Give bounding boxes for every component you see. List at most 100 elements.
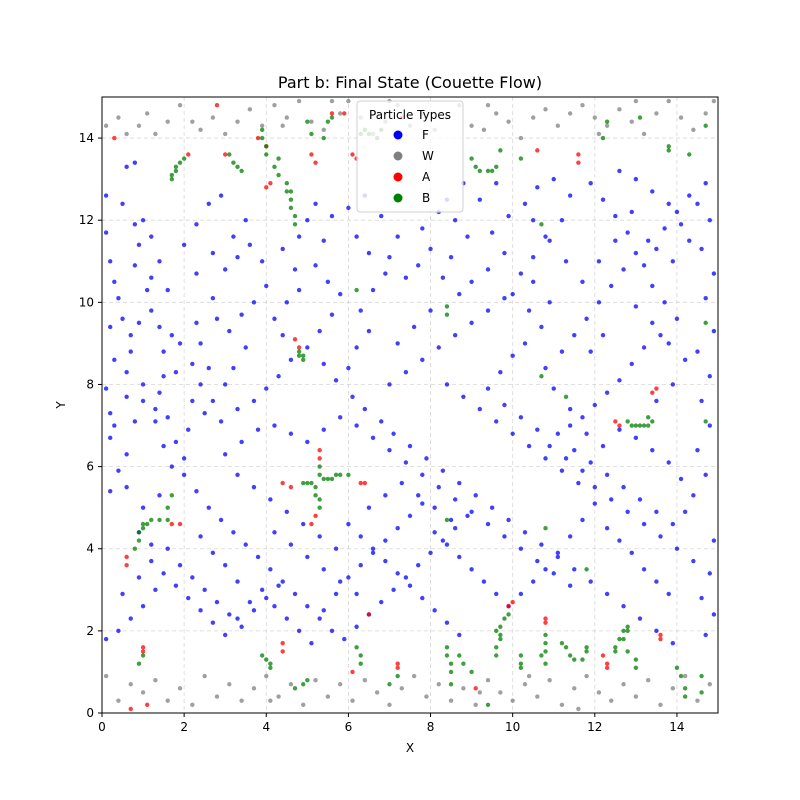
data-point-f (231, 530, 236, 535)
data-point-f (452, 497, 458, 502)
data-point-w (424, 694, 429, 699)
data-point-w (103, 123, 109, 128)
data-point-f (177, 341, 183, 346)
data-point-b (292, 222, 298, 227)
data-point-w (678, 115, 684, 120)
data-point-b (301, 357, 306, 363)
data-point-f (416, 493, 421, 498)
data-point-b (296, 349, 302, 354)
data-point-f (268, 497, 273, 502)
data-point-w (411, 673, 417, 679)
data-point-f (547, 443, 552, 449)
data-point-b (678, 673, 684, 679)
data-point-w (535, 694, 540, 699)
data-point-b (641, 423, 647, 428)
data-point-f (272, 316, 277, 321)
data-point-f (321, 608, 326, 613)
data-point-f (358, 308, 363, 313)
data-point-f (526, 443, 532, 449)
data-point-f (366, 505, 372, 510)
data-point-w (165, 119, 170, 124)
data-point-a (543, 620, 548, 625)
data-point-f (206, 201, 211, 206)
data-point-f (637, 497, 643, 502)
data-point-f (477, 406, 483, 412)
data-point-w (116, 115, 121, 120)
data-point-f (321, 361, 326, 367)
data-point-f (489, 505, 495, 510)
x-tick-label: 14 (669, 720, 684, 734)
data-point-f (699, 595, 704, 601)
data-point-f (108, 324, 113, 330)
data-point-f (149, 308, 154, 313)
data-point-a (124, 562, 129, 568)
data-point-b (144, 521, 150, 527)
data-point-b (305, 677, 310, 683)
legend-marker-f (393, 130, 403, 140)
data-point-f (379, 213, 384, 219)
data-point-f (227, 612, 232, 617)
data-point-f (469, 509, 474, 514)
data-point-f (259, 259, 265, 264)
data-point-f (641, 345, 647, 350)
data-point-b (625, 649, 630, 654)
data-point-f (518, 271, 524, 276)
data-point-a (600, 653, 606, 658)
data-point-b (559, 640, 565, 646)
data-point-f (165, 415, 170, 420)
x-tick-label: 8 (427, 720, 435, 734)
data-point-f (502, 402, 507, 408)
data-point-f (580, 279, 585, 284)
data-point-f (206, 365, 211, 371)
data-point-b (231, 160, 236, 165)
data-point-a (342, 111, 347, 116)
data-point-f (161, 571, 166, 576)
data-point-f (305, 345, 310, 350)
data-point-f (370, 435, 376, 441)
data-point-w (202, 673, 207, 679)
data-point-b (518, 156, 524, 161)
data-point-a (543, 616, 548, 621)
data-point-f (194, 222, 199, 227)
data-point-f (149, 542, 154, 547)
data-point-f (235, 406, 240, 412)
data-point-b (543, 526, 548, 531)
data-point-f (654, 628, 659, 634)
data-point-a (506, 604, 511, 609)
data-point-f (650, 283, 655, 289)
data-point-b (584, 567, 589, 572)
data-point-b (485, 168, 491, 174)
data-point-b (157, 517, 162, 523)
data-point-f (543, 456, 548, 461)
x-tick-label: 0 (98, 720, 106, 734)
data-point-w (592, 115, 597, 120)
data-point-a (280, 480, 285, 486)
data-point-b (317, 464, 322, 469)
data-point-f (366, 328, 372, 334)
data-point-f (465, 234, 470, 239)
data-point-a (292, 337, 298, 342)
data-point-f (403, 275, 409, 280)
data-point-f (103, 230, 109, 235)
data-point-f (551, 386, 556, 391)
data-point-w (296, 98, 302, 104)
data-point-f (559, 468, 565, 473)
data-point-a (124, 554, 129, 560)
data-point-b (301, 682, 306, 687)
data-point-b (633, 423, 639, 428)
data-point-f (457, 554, 462, 560)
data-point-b (506, 612, 511, 617)
data-point-w (268, 698, 273, 703)
data-point-w (259, 123, 265, 128)
data-point-b (358, 653, 363, 658)
data-point-f (489, 230, 495, 235)
data-point-w (522, 682, 528, 687)
data-point-f (428, 550, 433, 556)
data-point-w (177, 103, 183, 108)
data-point-a (112, 135, 117, 141)
data-point-f (321, 238, 326, 243)
data-point-f (124, 164, 129, 170)
data-point-f (370, 287, 376, 293)
data-point-a (658, 632, 663, 638)
data-point-a (140, 649, 146, 654)
